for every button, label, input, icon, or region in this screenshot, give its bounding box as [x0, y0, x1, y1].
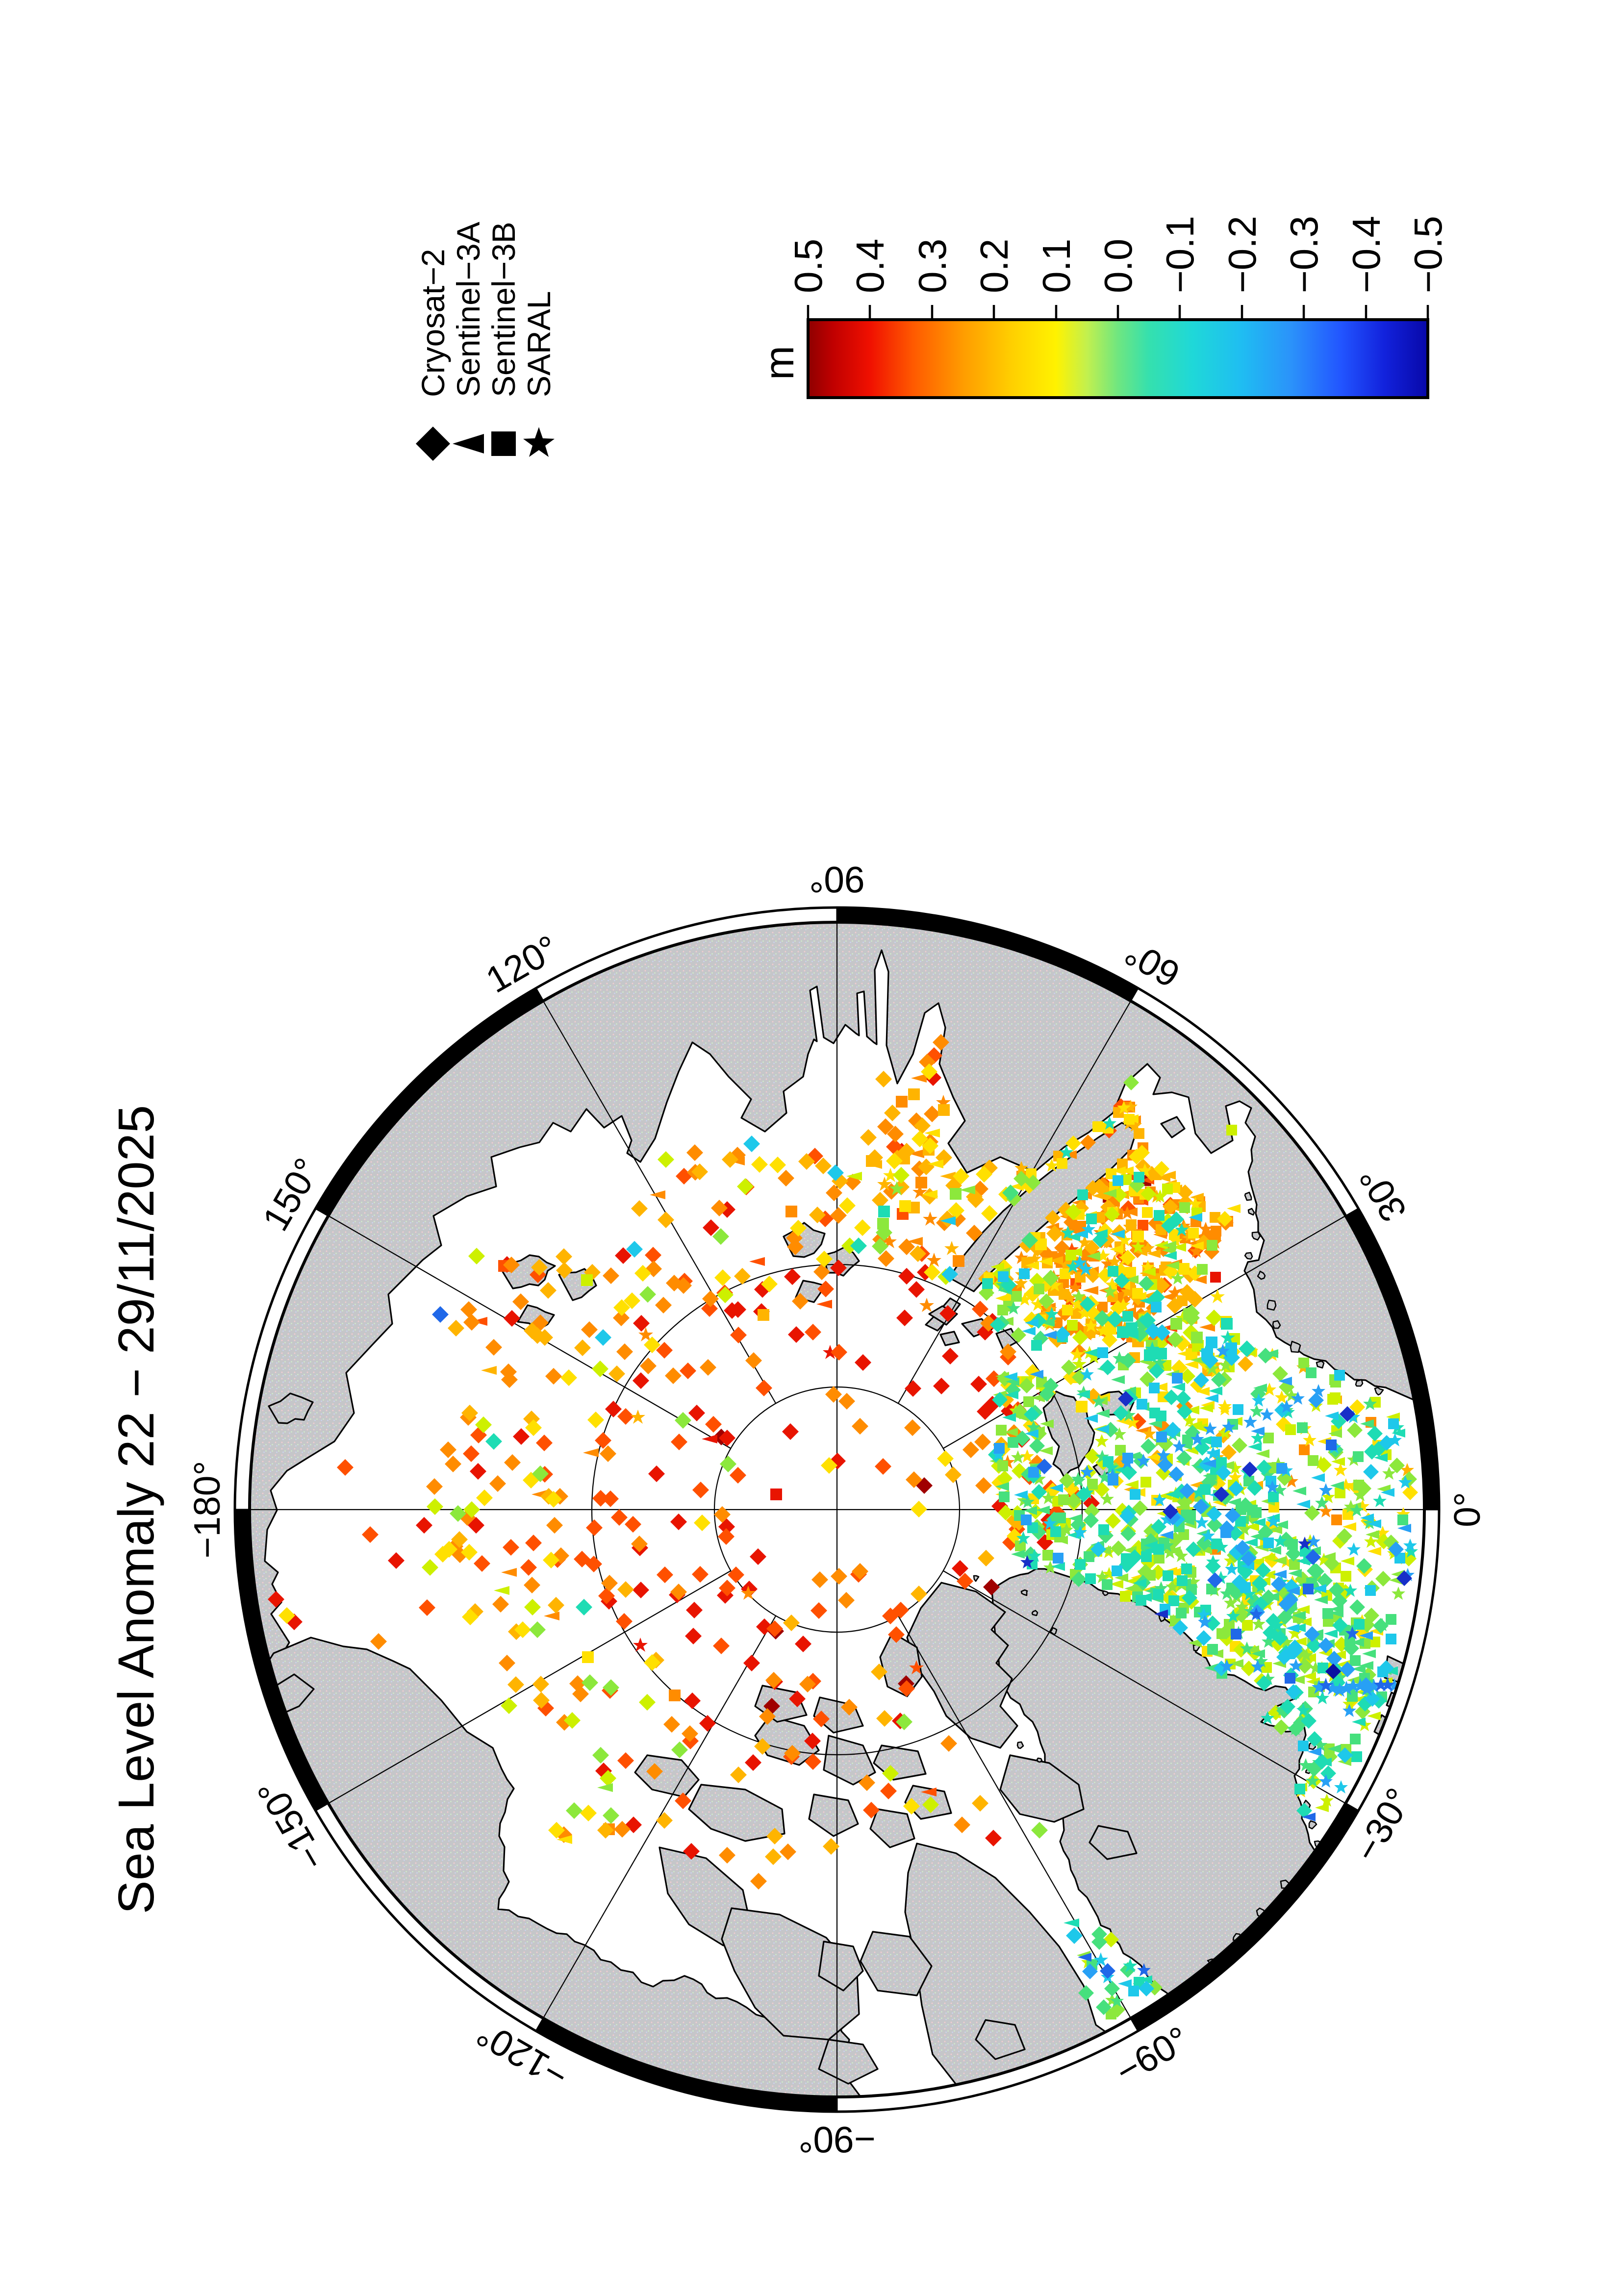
- svg-text:Sentinel−3B: Sentinel−3B: [485, 222, 522, 397]
- svg-text:−0.4: −0.4: [1344, 216, 1388, 293]
- svg-text:−0.1: −0.1: [1158, 216, 1202, 293]
- svg-text:−180°: −180°: [186, 1461, 228, 1559]
- svg-text:−90°: −90°: [798, 2119, 875, 2160]
- svg-text:0.2: 0.2: [972, 239, 1016, 293]
- svg-text:0.5: 0.5: [786, 239, 830, 293]
- svg-text:0.3: 0.3: [911, 239, 954, 293]
- svg-text:0.1: 0.1: [1035, 239, 1078, 293]
- svg-text:m: m: [756, 346, 802, 380]
- svg-text:−0.3: −0.3: [1282, 216, 1326, 293]
- svg-text:0.0: 0.0: [1096, 239, 1140, 293]
- svg-text:−0.5: −0.5: [1406, 216, 1450, 293]
- svg-text:90°: 90°: [809, 859, 864, 900]
- svg-text:0.4: 0.4: [848, 239, 892, 293]
- svg-text:SARAL: SARAL: [521, 291, 557, 397]
- svg-text:0°: 0°: [1446, 1492, 1488, 1527]
- svg-text:Cryosat−2: Cryosat−2: [415, 249, 451, 397]
- svg-text:−0.2: −0.2: [1220, 216, 1264, 293]
- svg-text:Sea Level Anomaly 22 − 29/11/2: Sea Level Anomaly 22 − 29/11/2025: [108, 1105, 164, 1914]
- svg-text:Sentinel−3A: Sentinel−3A: [450, 222, 486, 397]
